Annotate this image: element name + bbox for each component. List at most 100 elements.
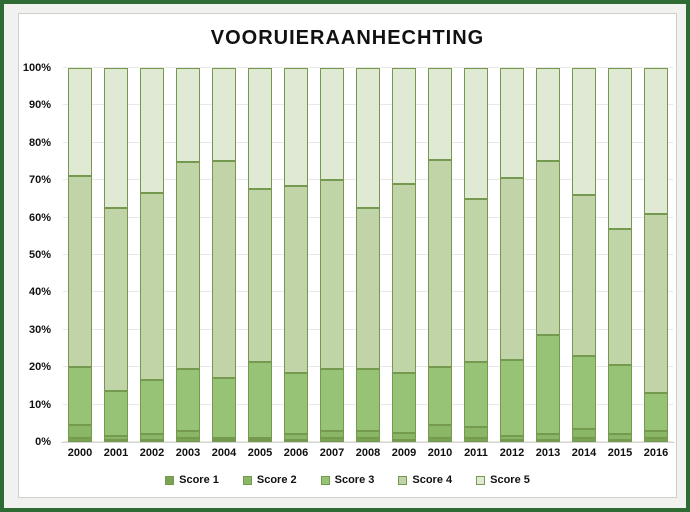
- bar-segment-score-4: [212, 161, 236, 379]
- bar-segment-score-3: [608, 365, 632, 435]
- bar-segment-score-4: [500, 178, 524, 360]
- bar-2003: [176, 68, 200, 442]
- bar-segment-score-1: [104, 440, 128, 442]
- bar-segment-score-2: [284, 434, 308, 440]
- bar-segment-score-2: [320, 430, 344, 439]
- legend-item-score-4: Score 4: [398, 474, 452, 486]
- bar-segment-score-2: [500, 436, 524, 440]
- bar-2009: [392, 68, 416, 442]
- chart-title: VOORUIERAANHECHTING: [210, 27, 485, 49]
- bar-segment-score-5: [284, 68, 308, 186]
- bar-2000: [68, 68, 92, 442]
- bar-segment-score-4: [536, 161, 560, 336]
- bar-segment-score-2: [644, 430, 668, 439]
- bar-segment-score-4: [248, 188, 272, 362]
- x-tick-label-2005: 2005: [247, 447, 273, 459]
- bar-segment-score-5: [644, 68, 668, 214]
- bar-segment-score-5: [320, 68, 344, 181]
- gridline-100: [63, 67, 673, 68]
- bar-segment-score-3: [392, 372, 416, 433]
- bar-segment-score-4: [572, 195, 596, 356]
- bar-2005: [248, 68, 272, 442]
- y-tick-label: 20%: [28, 361, 51, 374]
- x-tick-label-2012: 2012: [499, 447, 525, 459]
- x-axis-line: [61, 442, 675, 443]
- bar-segment-score-1: [392, 440, 416, 442]
- legend-swatch-icon: [242, 475, 252, 485]
- bar-segment-score-4: [68, 176, 92, 368]
- bar-segment-score-3: [536, 335, 560, 435]
- bar-segment-score-5: [212, 68, 236, 162]
- bar-segment-score-3: [428, 367, 452, 426]
- x-tick-label-2006: 2006: [283, 447, 309, 459]
- bar-segment-score-4: [392, 183, 416, 373]
- bar-2016: [644, 68, 668, 442]
- legend-swatch-icon: [398, 475, 408, 485]
- chart-panel: VOORUIERAANHECHTING 0% 10% 20% 30% 40% 50% 60%…: [18, 13, 677, 498]
- bar-segment-score-4: [104, 208, 128, 392]
- bar-segment-score-3: [464, 361, 488, 428]
- bar-segment-score-1: [356, 438, 380, 442]
- x-tick-label-2001: 2001: [103, 447, 129, 459]
- legend-label: Score 3: [334, 474, 375, 486]
- bar-segment-score-2: [428, 425, 452, 439]
- legend: Score 1 Score 2 Score 3 Score 4 Score 5: [19, 474, 676, 486]
- bar-2011: [464, 68, 488, 442]
- bar-segment-score-2: [536, 434, 560, 440]
- bar-segment-score-2: [356, 430, 380, 439]
- x-tick-label-2002: 2002: [139, 447, 165, 459]
- y-tick-label: 0%: [35, 436, 51, 448]
- bar-segment-score-2: [608, 434, 632, 440]
- bar-2001: [104, 68, 128, 442]
- bar-segment-score-5: [104, 68, 128, 209]
- bar-segment-score-4: [176, 161, 200, 370]
- bar-segment-score-3: [572, 356, 596, 429]
- bar-segment-score-4: [644, 213, 668, 394]
- bar-segment-score-1: [536, 440, 560, 442]
- legend-label: Score 4: [412, 474, 453, 486]
- bar-segment-score-5: [608, 68, 632, 229]
- bar-segment-score-1: [572, 438, 596, 442]
- x-tick-label-2008: 2008: [355, 447, 381, 459]
- bar-segment-score-5: [428, 68, 452, 160]
- x-tick-label-2014: 2014: [571, 447, 597, 459]
- bar-segment-score-2: [140, 434, 164, 440]
- x-tick-label-2007: 2007: [319, 447, 345, 459]
- legend-item-score-2: Score 2: [242, 474, 297, 486]
- bar-segment-score-5: [248, 68, 272, 189]
- bar-segment-score-2: [68, 425, 92, 439]
- bar-segment-score-4: [356, 208, 380, 370]
- y-tick-label: 60%: [28, 211, 51, 224]
- y-tick-label: 90%: [28, 99, 51, 112]
- bar-segment-score-2: [212, 438, 236, 440]
- legend-swatch-icon: [165, 475, 175, 485]
- x-tick-label-2004: 2004: [211, 447, 237, 459]
- bar-segment-score-1: [284, 440, 308, 442]
- bar-2014: [572, 68, 596, 442]
- bar-segment-score-2: [248, 438, 272, 440]
- bar-2004: [212, 68, 236, 442]
- bar-segment-score-4: [140, 193, 164, 381]
- bar-segment-score-1: [500, 440, 524, 442]
- bar-segment-score-5: [536, 68, 560, 162]
- y-tick-label: 100%: [22, 62, 51, 74]
- bar-segment-score-2: [104, 436, 128, 440]
- legend-item-score-1: Score 1: [165, 474, 219, 486]
- bar-segment-score-1: [248, 440, 272, 442]
- bar-segment-score-1: [608, 440, 632, 442]
- bar-segment-score-4: [464, 198, 488, 362]
- bar-segment-score-3: [284, 372, 308, 435]
- y-tick-label: 80%: [28, 136, 51, 149]
- x-tick-label-2011: 2011: [464, 447, 488, 459]
- bar-segment-score-1: [464, 438, 488, 442]
- bars-container: [68, 68, 668, 442]
- bar-segment-score-5: [176, 68, 200, 162]
- bar-segment-score-2: [392, 432, 416, 440]
- plot-area: [61, 67, 675, 443]
- x-tick-label-2015: 2015: [607, 447, 633, 459]
- bar-segment-score-5: [572, 68, 596, 196]
- legend-swatch-icon: [476, 475, 486, 485]
- bar-segment-score-3: [320, 369, 344, 431]
- bar-segment-score-3: [140, 380, 164, 435]
